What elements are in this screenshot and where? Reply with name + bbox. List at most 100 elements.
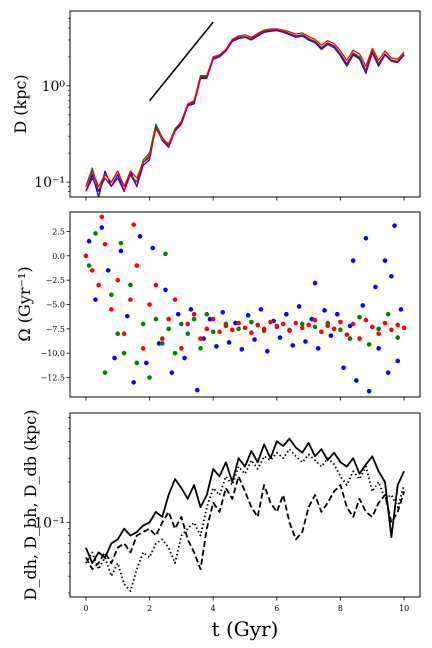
scatter-point [210, 316, 216, 322]
y-tick-label: 0.0 [52, 252, 65, 261]
scatter-point [226, 340, 232, 345]
scatter-point [185, 331, 191, 337]
scatter-point [382, 258, 388, 263]
scatter-point [357, 314, 362, 320]
scatter-point [163, 287, 168, 293]
scatter-point [268, 319, 273, 325]
scatter-point [185, 321, 191, 327]
scatter-point [150, 245, 156, 251]
scatter-point [166, 316, 171, 322]
scatter-point [169, 370, 175, 375]
scatter-point [223, 323, 229, 329]
scatter-point [89, 268, 95, 273]
scatter-point [131, 222, 136, 227]
scatter-point [376, 346, 381, 351]
scatter-point [134, 360, 140, 366]
scatter-point [163, 251, 168, 257]
scatter-point [299, 321, 305, 327]
scatter-point [249, 330, 254, 336]
scatter-point [395, 335, 401, 340]
scatter-point [366, 388, 372, 394]
scatter-point [242, 325, 248, 331]
series-line-0 [85, 437, 405, 564]
scatter-point [102, 370, 108, 375]
panel-components: 0 2 4 6 8 10 10⁻¹D_dh, D_bh, D_db (kpc) t (Gyr) [21, 410, 421, 641]
scatter-point [179, 346, 184, 351]
axes-frame [69, 10, 421, 198]
scatter-point [347, 336, 353, 341]
y-tick-label: 10⁻¹ [34, 516, 65, 532]
scatter-point [373, 284, 378, 290]
scatter-point [389, 327, 394, 333]
series-line-2 [85, 448, 405, 592]
scatter-point [86, 263, 92, 268]
scatter-point [147, 302, 152, 307]
scatter-point [175, 311, 181, 317]
scatter-point [128, 282, 133, 288]
scatter-point [312, 317, 318, 323]
scatter-point [131, 380, 136, 385]
series-line-1 [85, 475, 405, 571]
scatter-point [159, 341, 165, 346]
scatter-point [102, 241, 108, 247]
series-line-2 [85, 29, 405, 193]
scatter-point [303, 339, 308, 344]
scatter-point [194, 387, 200, 393]
scatter-point [395, 322, 401, 328]
scatter-point [172, 350, 178, 356]
scatter-point [112, 355, 117, 361]
scatter-point [249, 319, 254, 325]
scatter-point [118, 248, 124, 254]
scatter-point [191, 311, 197, 317]
scatter-point [401, 325, 407, 331]
plot-area [83, 214, 407, 394]
scatter-point [274, 324, 280, 330]
scatter-point [198, 336, 203, 341]
scatter-point [290, 343, 296, 348]
scatter-point [277, 335, 283, 340]
y-tick-label: −2.5 [46, 276, 65, 285]
scatter-point [229, 327, 235, 333]
plot-area [85, 437, 405, 592]
scatter-point [236, 326, 241, 332]
scatter-point [350, 321, 356, 327]
scatter-point [210, 329, 216, 335]
scatter-point [140, 321, 146, 327]
series-line-1 [85, 29, 405, 193]
scatter-point [166, 326, 171, 332]
scatter-point [315, 346, 321, 351]
scatter-point [325, 323, 331, 329]
scatter-point [201, 336, 206, 341]
scatter-point [312, 280, 318, 286]
scatter-point [134, 263, 140, 268]
scatter-point [376, 331, 381, 337]
x-tick-label: 8 [338, 604, 343, 613]
scatter-point [363, 317, 369, 323]
scatter-point [153, 282, 159, 288]
scatter-point [96, 282, 101, 288]
scatter-point [214, 344, 219, 349]
scatter-point [99, 214, 105, 220]
scatter-point [198, 346, 203, 351]
scatter-point [204, 311, 210, 317]
scatter-point [144, 360, 149, 366]
scatter-point [239, 346, 245, 352]
scatter-point [376, 326, 381, 332]
scatter-point [121, 331, 127, 337]
scatter-point [93, 297, 98, 302]
x-tick-label: 0 [83, 604, 88, 613]
scatter-point [217, 329, 222, 335]
scatter-point [179, 321, 184, 327]
scatter-point [118, 240, 124, 246]
scatter-point [121, 350, 127, 356]
scatter-point [357, 336, 362, 341]
scatter-point [385, 370, 391, 375]
scatter-point [312, 324, 318, 330]
panel-distance: 10⁻¹ 10⁰ D (kpc) [11, 10, 421, 201]
scatter-point [350, 258, 356, 263]
y-axis-label: Ω (Gyr⁻¹) [15, 266, 34, 341]
plot-area [85, 21, 405, 197]
scatter-point [99, 225, 105, 230]
scatter-point [109, 292, 114, 298]
